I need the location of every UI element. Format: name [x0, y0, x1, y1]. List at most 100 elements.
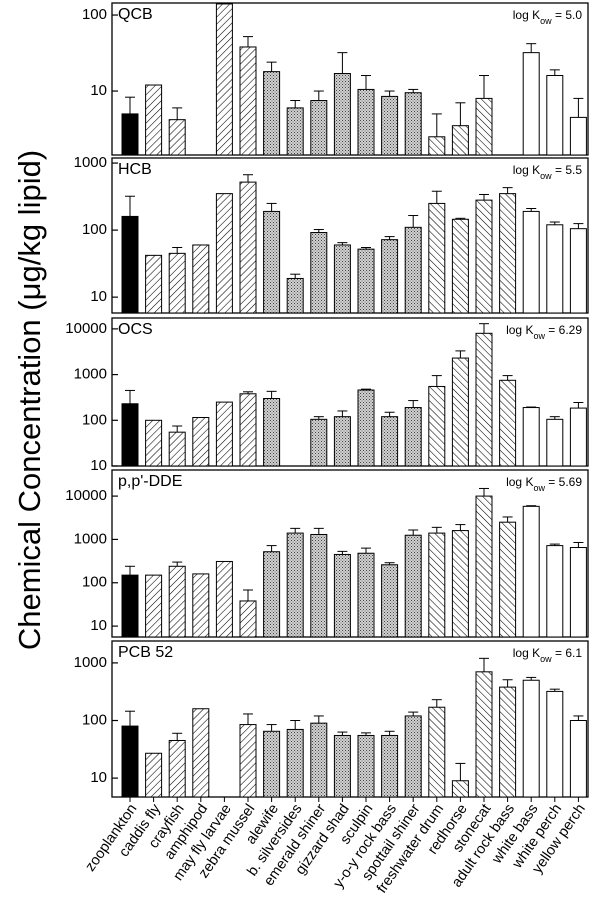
bar [310, 418, 328, 467]
bar [357, 734, 375, 798]
annotation-sub: ow [533, 331, 545, 341]
bar [215, 193, 233, 314]
y-tick-label: 10 [90, 457, 107, 474]
bar [522, 679, 540, 798]
bar [499, 379, 517, 467]
bar [263, 210, 281, 314]
y-tick-label: 1000 [74, 654, 107, 671]
annotation: log Kow = 6.1 [513, 646, 583, 664]
bar [121, 215, 139, 314]
y-tick-label: 100 [82, 411, 107, 428]
bar [121, 403, 139, 467]
panel-title: PCB 52 [118, 644, 173, 661]
annotation-prefix: log K [513, 8, 540, 22]
bar [310, 100, 328, 156]
annotation-sub: ow [533, 483, 545, 493]
bar [381, 239, 399, 314]
bar [145, 752, 163, 798]
bar [475, 495, 493, 638]
bar [286, 107, 304, 156]
bar [357, 248, 375, 314]
bar [145, 574, 163, 638]
annotation-sub: ow [540, 654, 552, 664]
bar [168, 565, 186, 638]
bar [215, 401, 233, 467]
bar [121, 574, 139, 638]
bar [357, 552, 375, 638]
bar [263, 551, 281, 638]
y-tick-label: 100 [82, 6, 107, 23]
bar [239, 600, 257, 638]
bar [310, 722, 328, 798]
bar [286, 532, 304, 638]
annotation: log Kow = 5.69 [506, 475, 582, 493]
bar [451, 125, 469, 156]
bar [546, 418, 564, 467]
bar [333, 73, 351, 156]
bar [522, 210, 540, 314]
bar [239, 724, 257, 798]
bar [428, 136, 446, 156]
bar [333, 416, 351, 467]
bar [168, 739, 186, 798]
bar [145, 84, 163, 156]
bar [499, 193, 517, 314]
y-tick-label: 100 [82, 574, 107, 591]
bar [381, 416, 399, 467]
panel-title: p,p'-DDE [118, 473, 182, 490]
bar [168, 252, 186, 314]
bar [522, 505, 540, 638]
bar [357, 88, 375, 156]
y-tick-label: 100 [82, 711, 107, 728]
bar [404, 407, 422, 467]
bar [239, 46, 257, 156]
panel-title: HCB [118, 161, 152, 178]
bar [239, 181, 257, 314]
bar [569, 116, 587, 156]
bar [546, 224, 564, 314]
bar [475, 199, 493, 314]
y-tick-label: 10000 [65, 487, 107, 504]
annotation: log Kow = 5.5 [513, 163, 583, 181]
bar [475, 97, 493, 156]
annotation-sub: ow [540, 16, 552, 26]
y-tick-label: 10 [90, 769, 107, 786]
bar [546, 545, 564, 638]
bar [451, 780, 469, 798]
bar [428, 706, 446, 798]
bar [381, 564, 399, 638]
bar [451, 530, 469, 638]
bar [168, 431, 186, 467]
y-tick-label: 1000 [74, 154, 107, 171]
y-tick-label: 1000 [74, 366, 107, 383]
bar [522, 407, 540, 467]
bar [310, 533, 328, 638]
bar [546, 75, 564, 156]
y-tick-label: 10 [90, 288, 107, 305]
y-tick-label: 10 [90, 82, 107, 99]
bar [286, 277, 304, 314]
bar [381, 734, 399, 798]
bar [215, 3, 233, 156]
bar [286, 728, 304, 798]
annotation-suffix: = 6.1 [552, 646, 583, 660]
panel-title: OCS [118, 321, 153, 338]
annotation-suffix: = 5.69 [545, 475, 582, 489]
bar [569, 228, 587, 314]
bar [546, 690, 564, 798]
bar [499, 521, 517, 638]
bar [263, 397, 281, 467]
annotation-prefix: log K [506, 475, 533, 489]
bar [145, 419, 163, 467]
panel-title: QCB [118, 6, 153, 23]
bar [239, 393, 257, 467]
annotation-sub: ow [540, 171, 552, 181]
annotation-prefix: log K [513, 646, 540, 660]
bar [569, 407, 587, 467]
bar [569, 720, 587, 798]
bar [121, 113, 139, 156]
bar [499, 686, 517, 798]
y-tick-label: 10000 [65, 320, 107, 337]
bar [333, 734, 351, 798]
